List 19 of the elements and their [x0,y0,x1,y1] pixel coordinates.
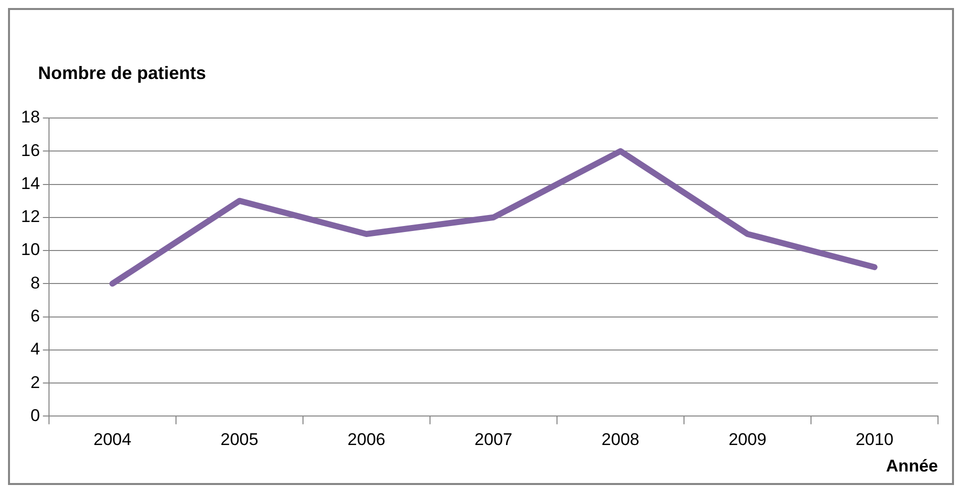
x-tick-label: 2008 [602,430,640,450]
y-tick-label: 16 [20,140,40,160]
x-tick-label: 2006 [348,430,386,450]
y-tick-label: 12 [20,207,40,226]
y-tick-label: 0 [30,406,40,425]
y-tick-label: 6 [30,306,40,326]
x-tick-label: 2007 [474,430,512,450]
x-tick-label: 2004 [94,430,132,450]
y-axis-title: Nombre de patients [38,62,206,83]
y-tick-label: 4 [30,340,40,359]
y-tick-label: 10 [20,240,40,260]
x-tick-label: 2009 [728,430,766,450]
y-tick-label: 2 [30,372,40,392]
x-tick-label: 2010 [856,430,894,450]
y-tick-label: 8 [30,273,40,292]
x-axis-title: Année [886,456,938,476]
x-tick-label: 2005 [220,430,258,450]
y-tick-label: 18 [20,108,40,127]
y-tick-label: 14 [20,174,40,193]
